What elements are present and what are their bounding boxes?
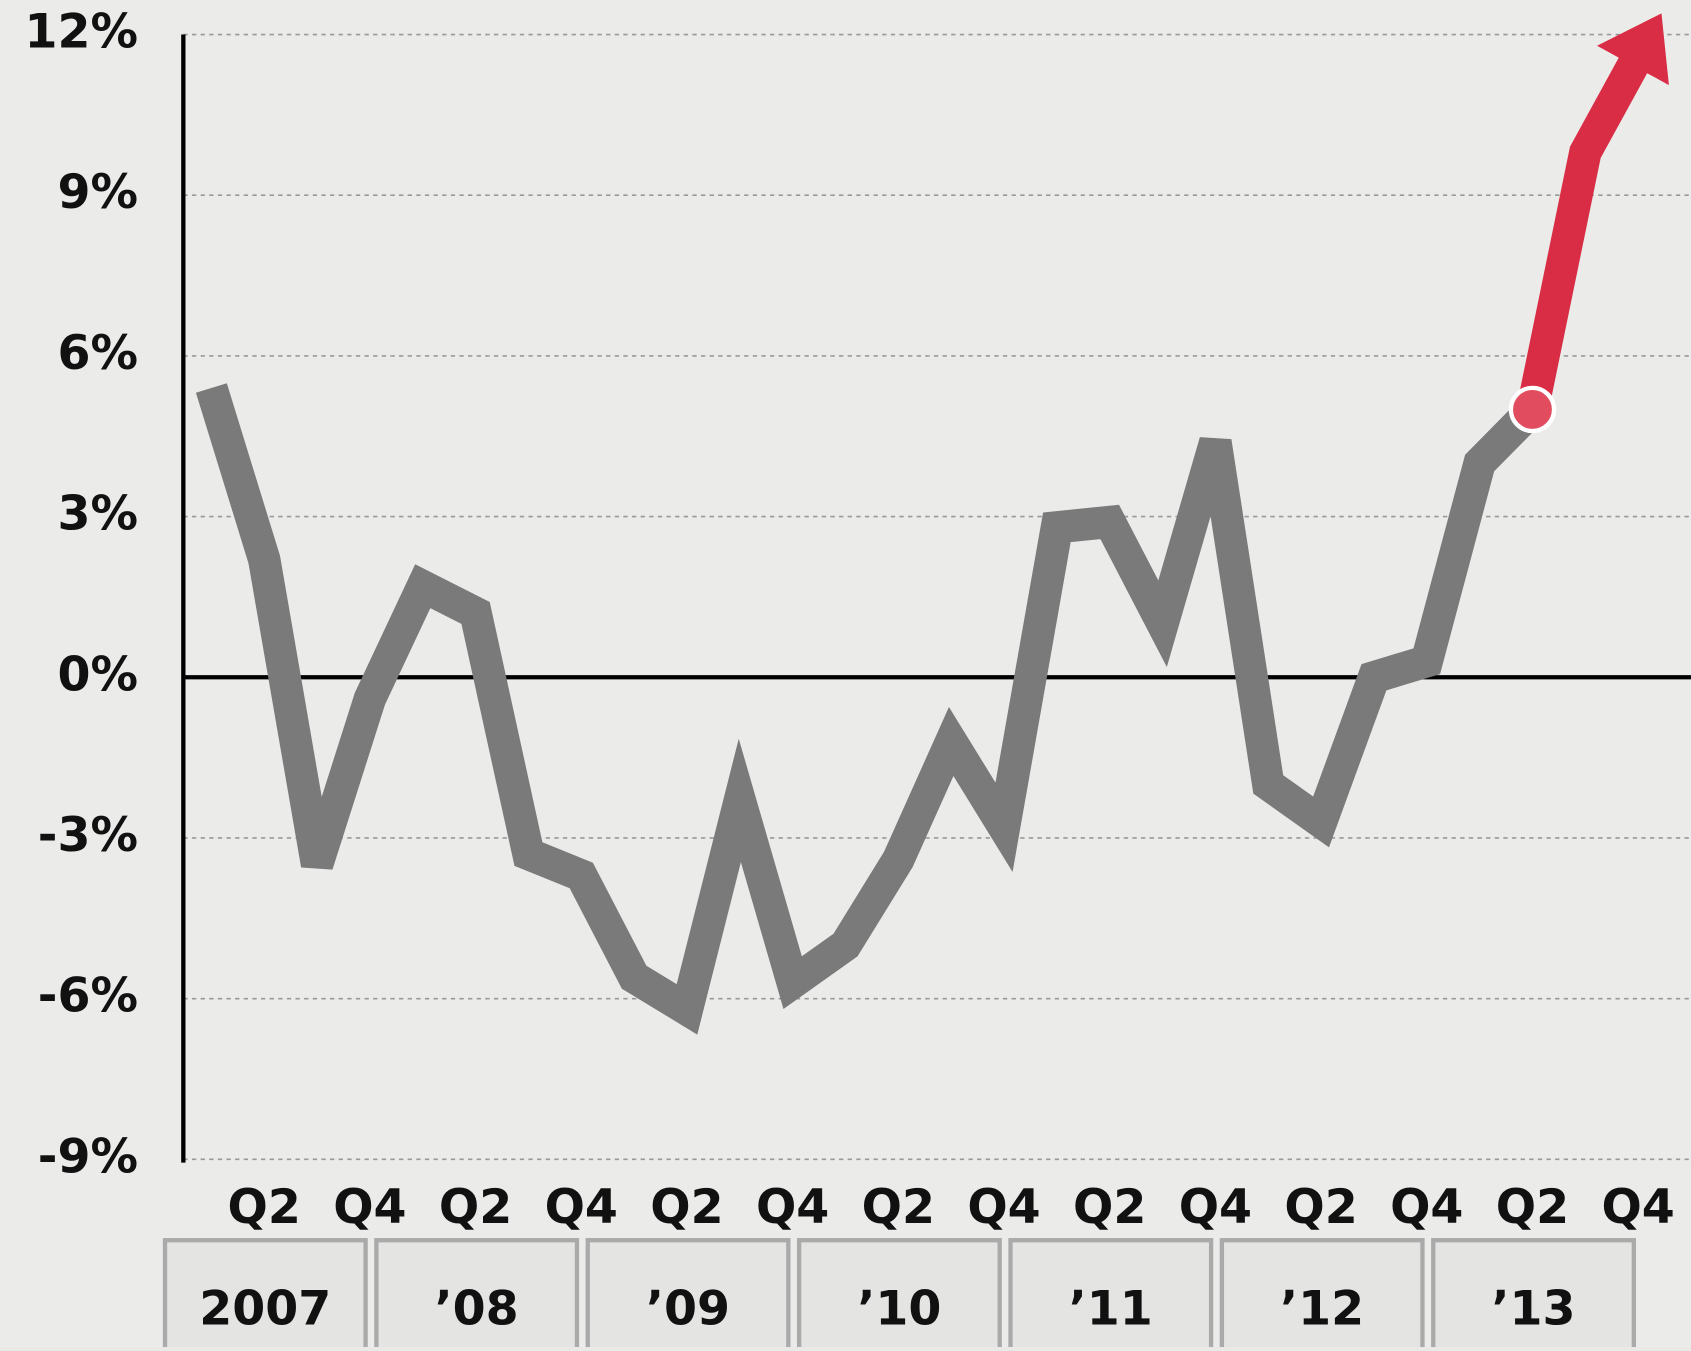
series-line <box>1516 48 1653 413</box>
year-box <box>1431 1238 1636 1351</box>
y-tick-label: -6% <box>38 969 138 1024</box>
year-label: ’08 <box>435 1281 519 1336</box>
year-label: ’09 <box>646 1281 730 1336</box>
year-label: 2007 <box>199 1281 331 1336</box>
x-tick-label: Q2 <box>862 1180 935 1235</box>
x-tick-label: Q4 <box>333 1180 406 1235</box>
y-tick-label: 3% <box>57 487 138 542</box>
year-label: ’11 <box>1069 1281 1153 1336</box>
x-tick-label: Q2 <box>228 1180 301 1235</box>
year-box <box>1219 1238 1425 1351</box>
year-box <box>162 1238 368 1351</box>
x-tick-label: Q2 <box>650 1180 723 1235</box>
x-tick-label: Q2 <box>1496 1180 1569 1235</box>
y-tick-label: -3% <box>38 808 138 863</box>
arrow-head <box>1597 13 1669 86</box>
x-tick-label: Q2 <box>1073 1180 1146 1235</box>
x-tick-label: Q4 <box>1390 1180 1463 1235</box>
year-label: ’12 <box>1280 1281 1364 1336</box>
year-label: ’10 <box>857 1281 941 1336</box>
year-box <box>1008 1238 1214 1351</box>
year-box <box>374 1238 580 1351</box>
year-label: ’13 <box>1492 1281 1576 1336</box>
x-tick-label: Q4 <box>967 1180 1040 1235</box>
y-tick-label: 12% <box>24 5 138 60</box>
series-line <box>195 383 1544 1035</box>
x-tick-label: Q2 <box>1284 1180 1357 1235</box>
year-box <box>796 1238 1002 1351</box>
y-tick-label: 6% <box>57 326 138 381</box>
x-tick-label: Q4 <box>545 1180 618 1235</box>
marker <box>1508 385 1557 434</box>
x-tick-label: Q4 <box>1179 1180 1252 1235</box>
year-box <box>585 1238 791 1351</box>
x-tick-label: Q2 <box>439 1180 512 1235</box>
y-tick-label: 0% <box>57 647 138 702</box>
y-tick-label: 9% <box>57 165 138 220</box>
x-tick-label: Q4 <box>1601 1180 1674 1235</box>
y-tick-label: -9% <box>38 1129 138 1184</box>
x-tick-label: Q4 <box>756 1180 829 1235</box>
